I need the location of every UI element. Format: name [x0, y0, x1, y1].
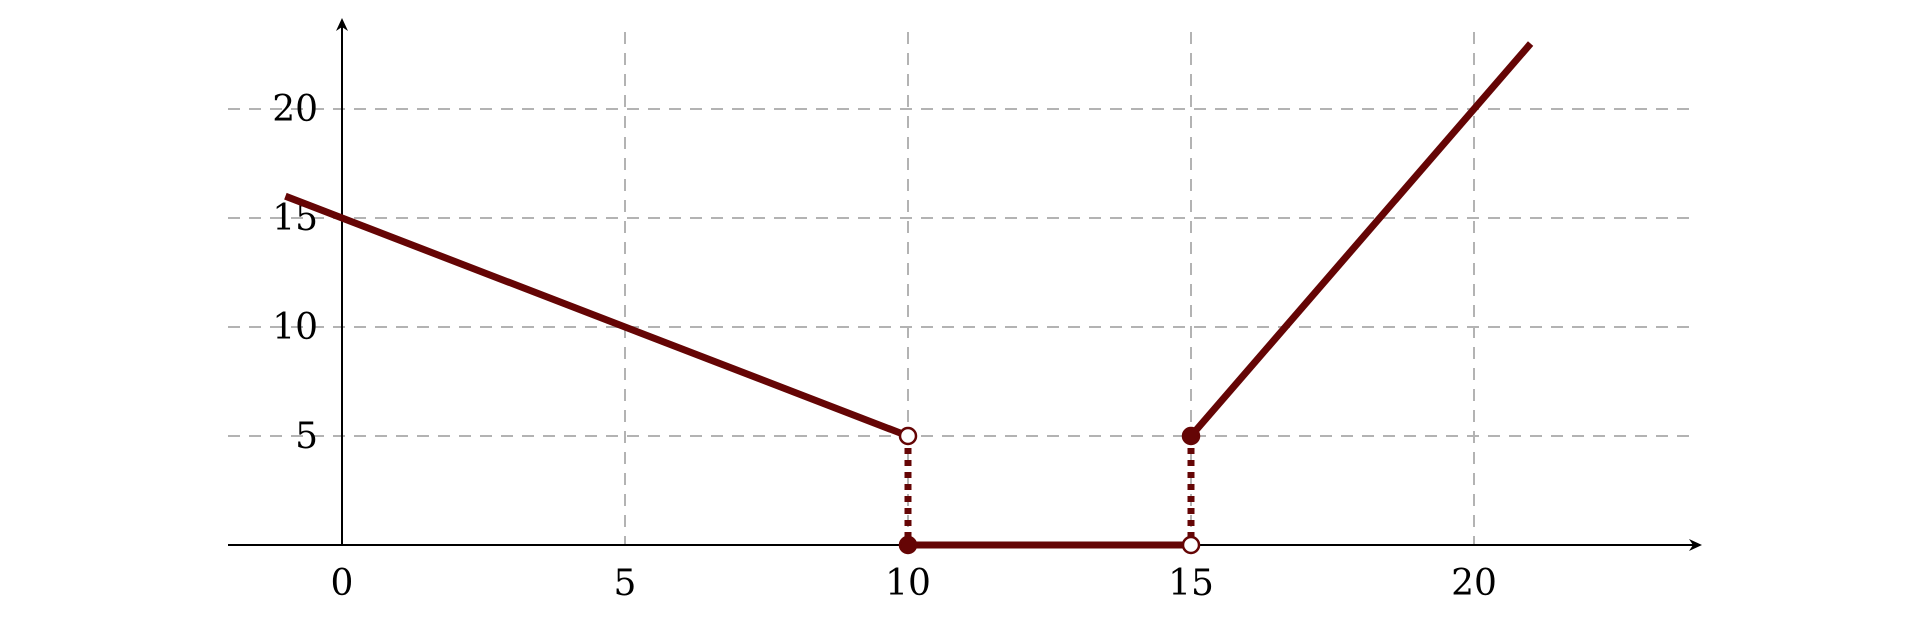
- series-line-segment: [284, 192, 910, 440]
- open-endpoint-marker: [1181, 535, 1201, 555]
- series-line-segment: [1188, 41, 1534, 439]
- y-tick-label: 20: [272, 89, 318, 130]
- x-tick-label: 10: [885, 563, 931, 604]
- x-tick-label: 0: [331, 563, 354, 604]
- y-tick-label: 10: [272, 307, 318, 348]
- grid: [228, 32, 1692, 545]
- endpoints: [898, 426, 1201, 555]
- x-tick-label: 20: [1451, 563, 1497, 604]
- x-tick-label: 5: [614, 563, 637, 604]
- closed-endpoint-marker: [898, 535, 918, 555]
- connectors: [904, 436, 1195, 545]
- series: [284, 41, 1534, 549]
- y-tick-label: 5: [295, 416, 318, 457]
- closed-endpoint-marker: [1181, 426, 1201, 446]
- x-tick-label: 15: [1168, 563, 1214, 604]
- open-endpoint-marker: [898, 426, 918, 446]
